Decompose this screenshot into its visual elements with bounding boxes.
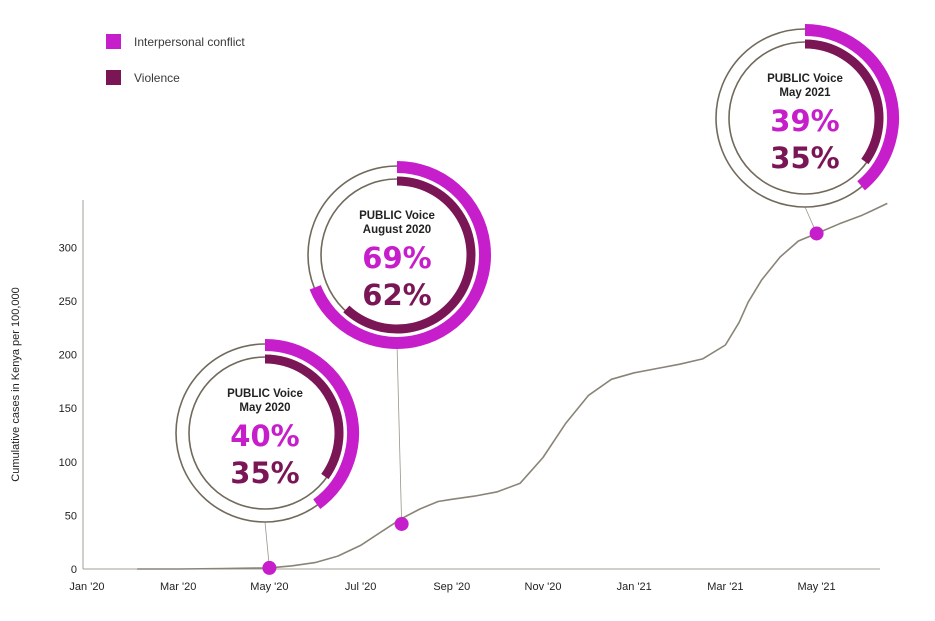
x-tick-label: Mar '20 bbox=[160, 581, 196, 593]
x-tick-label: Sep '20 bbox=[433, 581, 470, 593]
x-tick-label: Jul '20 bbox=[345, 581, 376, 593]
annotation-title: PUBLIC Voice bbox=[767, 73, 843, 85]
legend-swatch-interpersonal bbox=[106, 34, 121, 49]
y-tick-label: 0 bbox=[71, 564, 77, 576]
series-line bbox=[137, 202, 888, 570]
y-axis-label: Cumulative cases in Kenya per 100,000 bbox=[10, 287, 22, 481]
leader-line bbox=[264, 521, 270, 568]
survey-annotation: PUBLIC Voice August 2020 69%62% bbox=[307, 161, 491, 531]
violence-percent: 62% bbox=[362, 278, 431, 312]
interpersonal-arc bbox=[804, 24, 899, 191]
annotation-date: May 2020 bbox=[239, 402, 290, 414]
y-tick-label: 100 bbox=[59, 457, 77, 469]
violence-arc bbox=[804, 39, 884, 165]
axes: 0 50 100 150 200 250 300 Jan '20 Mar '20 May '20 J… bbox=[10, 200, 880, 593]
interpersonal-arc bbox=[264, 339, 359, 510]
series-layer bbox=[137, 202, 888, 570]
x-tick-label: Mar '21 bbox=[707, 581, 743, 593]
x-tick-label: Nov '20 bbox=[525, 581, 562, 593]
y-tick-label: 250 bbox=[59, 296, 77, 308]
survey-marker bbox=[809, 226, 824, 241]
interpersonal-arc bbox=[309, 161, 491, 349]
interpersonal-percent: 40% bbox=[230, 419, 299, 453]
y-tick-label: 50 bbox=[65, 510, 77, 522]
annotation-date: August 2020 bbox=[363, 224, 431, 236]
survey-annotation: PUBLIC Voice May 2020 40%35% bbox=[175, 339, 359, 575]
x-tick-label: May '21 bbox=[798, 581, 836, 593]
legend-swatch-violence bbox=[106, 70, 121, 85]
violence-percent: 35% bbox=[230, 456, 299, 490]
interpersonal-percent: 39% bbox=[770, 104, 839, 138]
x-tick-label: Jan '21 bbox=[617, 581, 652, 593]
legend-label-interpersonal: Interpersonal conflict bbox=[134, 34, 245, 49]
y-tick-label: 150 bbox=[59, 403, 77, 415]
survey-marker bbox=[262, 560, 277, 575]
annotation-title: PUBLIC Voice bbox=[227, 388, 303, 400]
legend-label-violence: Violence bbox=[134, 70, 180, 85]
x-tick-label: May '20 bbox=[250, 581, 288, 593]
interpersonal-percent: 69% bbox=[362, 241, 431, 275]
legend-item-violence: Violence bbox=[106, 70, 180, 85]
violence-arc bbox=[264, 354, 344, 480]
leader-line bbox=[396, 343, 403, 524]
annotation-date: May 2021 bbox=[779, 87, 831, 99]
survey-marker bbox=[394, 516, 409, 531]
legend-item-interpersonal: Interpersonal conflict bbox=[106, 34, 245, 49]
x-tick-label: Jan '20 bbox=[69, 581, 104, 593]
violence-percent: 35% bbox=[770, 141, 839, 175]
y-tick-label: 300 bbox=[59, 242, 77, 254]
survey-annotation: PUBLIC Voice May 2021 39%35% bbox=[715, 24, 899, 241]
annotation-title: PUBLIC Voice bbox=[359, 210, 435, 222]
violence-arc bbox=[343, 176, 476, 334]
y-tick-label: 200 bbox=[59, 350, 77, 362]
